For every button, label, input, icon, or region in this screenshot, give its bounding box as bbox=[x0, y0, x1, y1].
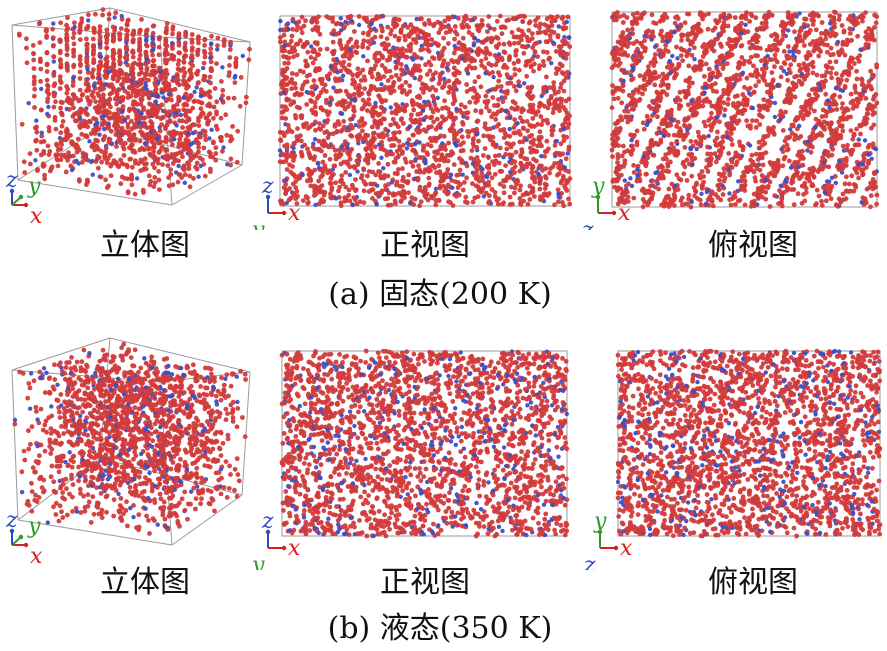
atom-cloud bbox=[12, 341, 249, 536]
atom-cloud bbox=[16, 7, 252, 197]
svg-text:y: y bbox=[251, 218, 265, 230]
solid-top-view: xyz bbox=[578, 8, 883, 230]
solid-iso-label: 立体图 bbox=[100, 228, 190, 263]
view-frame bbox=[279, 15, 571, 207]
svg-text:z: z bbox=[261, 174, 274, 199]
caption-liquid: (b) 液态(350 K) bbox=[327, 611, 553, 646]
axis-triad: xyz bbox=[581, 174, 631, 230]
solid-front-view: xz y bbox=[242, 10, 577, 230]
solid-top-label: 俯视图 bbox=[708, 228, 798, 263]
axis-triad: xzy bbox=[251, 509, 301, 570]
svg-text:y: y bbox=[27, 174, 41, 199]
svg-text:z: z bbox=[5, 168, 18, 193]
svg-text:x: x bbox=[288, 201, 301, 226]
atom-cloud bbox=[609, 9, 880, 210]
atom-cloud bbox=[277, 13, 573, 209]
svg-text:x: x bbox=[30, 204, 43, 225]
axis-triad: xyz bbox=[583, 509, 633, 570]
liquid-top-label: 俯视图 bbox=[708, 565, 798, 600]
atom-cloud bbox=[615, 348, 883, 539]
axis-triad: xz y bbox=[251, 174, 301, 230]
liquid-front-label: 正视图 bbox=[380, 565, 470, 600]
liquid-iso-label: 立体图 bbox=[100, 565, 190, 600]
caption-solid: (a) 固态(200 K) bbox=[328, 277, 552, 312]
atom-cloud bbox=[279, 348, 570, 539]
solid-front-label: 正视图 bbox=[380, 228, 470, 263]
